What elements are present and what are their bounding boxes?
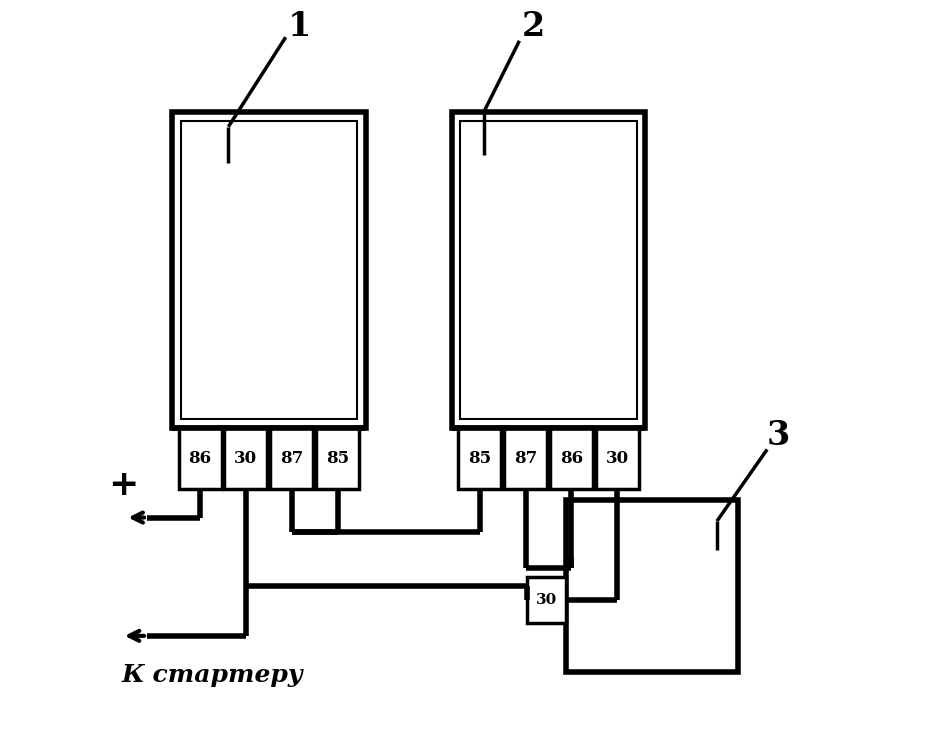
Text: 1: 1 bbox=[288, 10, 311, 43]
Bar bbox=[459, 428, 501, 489]
Bar bbox=[452, 113, 645, 428]
Text: 3: 3 bbox=[766, 419, 789, 452]
Bar bbox=[596, 428, 638, 489]
Bar bbox=[504, 428, 547, 489]
Bar bbox=[270, 428, 313, 489]
Text: +: + bbox=[108, 468, 139, 502]
Text: 86: 86 bbox=[560, 450, 582, 467]
Text: 87: 87 bbox=[281, 450, 304, 467]
Text: 30: 30 bbox=[536, 593, 557, 607]
Text: 30: 30 bbox=[234, 450, 257, 467]
Text: К стартеру: К стартеру bbox=[122, 663, 304, 687]
Bar bbox=[460, 121, 637, 420]
Bar bbox=[550, 428, 593, 489]
Text: 85: 85 bbox=[468, 450, 491, 467]
Bar bbox=[567, 500, 738, 672]
Bar bbox=[179, 428, 222, 489]
Text: 85: 85 bbox=[326, 450, 350, 467]
Bar bbox=[527, 577, 567, 623]
Bar bbox=[225, 428, 267, 489]
Bar bbox=[316, 428, 359, 489]
Bar bbox=[181, 121, 357, 420]
Text: 30: 30 bbox=[606, 450, 629, 467]
Text: 2: 2 bbox=[522, 10, 545, 43]
Bar bbox=[172, 113, 365, 428]
Text: 87: 87 bbox=[514, 450, 537, 467]
Text: 86: 86 bbox=[188, 450, 212, 467]
